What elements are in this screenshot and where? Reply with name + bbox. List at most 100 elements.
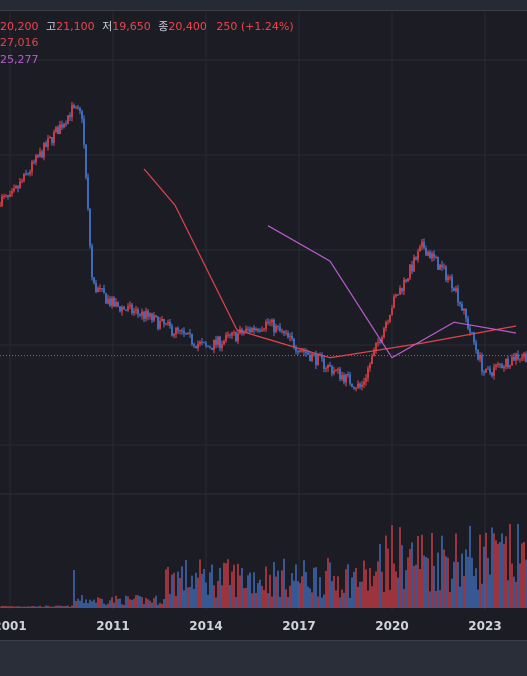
volume-bar: [393, 563, 395, 608]
candle-body: [69, 115, 71, 118]
candle-body: [343, 375, 345, 383]
candle-body: [25, 173, 27, 175]
candle-body: [21, 180, 23, 182]
candle-body: [505, 358, 507, 367]
candle-body: [277, 325, 279, 327]
candle-body: [135, 309, 137, 311]
volume-bar: [323, 594, 325, 608]
volume-bar: [87, 603, 89, 608]
candle-body: [323, 358, 325, 369]
candle-body: [443, 266, 445, 268]
x-tick-label: 2014: [189, 619, 222, 633]
x-tick-label: 2020: [375, 619, 408, 633]
volume-bar: [75, 600, 77, 608]
low-value: 19,650: [112, 20, 151, 33]
candle-body: [317, 354, 319, 366]
candle-body: [337, 368, 339, 370]
volume-bar: [501, 533, 503, 608]
top-toolbar: [0, 0, 527, 11]
candle-body: [459, 302, 461, 305]
candle-body: [141, 311, 143, 316]
ma-long-value: 27,016: [0, 36, 39, 49]
volume-bar: [121, 604, 123, 608]
candle-body: [105, 293, 107, 304]
volume-bar: [207, 594, 209, 608]
candle-body: [237, 333, 239, 342]
candle-body: [5, 195, 7, 197]
candle-body: [469, 328, 471, 333]
candle-body: [281, 330, 283, 332]
volume-bar: [457, 562, 459, 608]
volume-bar: [411, 542, 413, 608]
candle-body: [113, 297, 115, 307]
volume-bar: [161, 603, 163, 608]
candle-body: [439, 264, 441, 270]
candle-body: [433, 253, 435, 258]
candle-body: [313, 354, 315, 356]
volume-bar: [11, 606, 13, 608]
candle-body: [57, 127, 59, 135]
volume-bar: [185, 560, 187, 608]
volume-bar: [375, 571, 377, 608]
candle-body: [375, 342, 377, 350]
volume-bar: [307, 586, 309, 608]
candle-body: [519, 358, 521, 360]
candle-body: [303, 350, 305, 352]
volume-bar: [209, 572, 211, 608]
candle-body: [361, 384, 363, 387]
candle-body: [251, 327, 253, 332]
volume-bar: [423, 555, 425, 608]
volume-bar: [485, 532, 487, 608]
volume-bar: [21, 606, 23, 608]
volume-bar: [435, 590, 437, 608]
volume-bar: [73, 570, 75, 608]
volume-bar: [463, 575, 465, 608]
volume-bar: [383, 592, 385, 608]
volume-bar: [187, 587, 189, 608]
candle-body: [45, 143, 47, 147]
volume-bar: [497, 543, 499, 608]
candle-body: [245, 328, 247, 332]
candle-body: [15, 186, 17, 189]
change-value: 250 (+1.24%): [216, 20, 294, 33]
volume-bar: [233, 564, 235, 608]
candle-body: [163, 318, 165, 324]
volume-bar: [461, 553, 463, 608]
x-axis: 2001 2011 2014 2017 2020 2023: [0, 619, 502, 633]
candle-body: [161, 318, 163, 321]
candle-body: [397, 294, 399, 296]
candle-body: [327, 364, 329, 368]
volume-bar: [57, 605, 59, 608]
volume-bar: [45, 605, 47, 608]
candle-body: [293, 338, 295, 348]
x-tick-label: 2001: [0, 619, 27, 633]
candle-body: [111, 297, 113, 306]
candle-body: [213, 339, 215, 351]
candle-body: [279, 326, 281, 332]
candle-body: [449, 276, 451, 278]
volume-bar: [327, 558, 329, 608]
volume-bar: [417, 536, 419, 608]
candle-body: [425, 248, 427, 256]
candle-body: [171, 326, 173, 336]
candle-body: [347, 374, 349, 376]
candle-body: [301, 350, 303, 352]
volume-bar: [47, 605, 49, 608]
volume-bar: [391, 525, 393, 608]
volume-bar: [279, 596, 281, 608]
volume-bar: [395, 571, 397, 608]
volume-bar: [103, 603, 105, 608]
candle-body: [399, 288, 401, 295]
candle-body: [77, 107, 79, 109]
candle-body: [349, 374, 351, 384]
candle-body: [173, 333, 175, 336]
candle-body: [67, 115, 69, 124]
candle-body: [101, 288, 103, 290]
volume-bar: [77, 598, 79, 608]
price-chart[interactable]: 2001 2011 2014 2017 2020 2023: [0, 0, 527, 640]
candle-body: [523, 353, 525, 358]
candle-body: [275, 325, 277, 333]
volume-bar: [305, 572, 307, 608]
volume-bar: [5, 605, 7, 608]
